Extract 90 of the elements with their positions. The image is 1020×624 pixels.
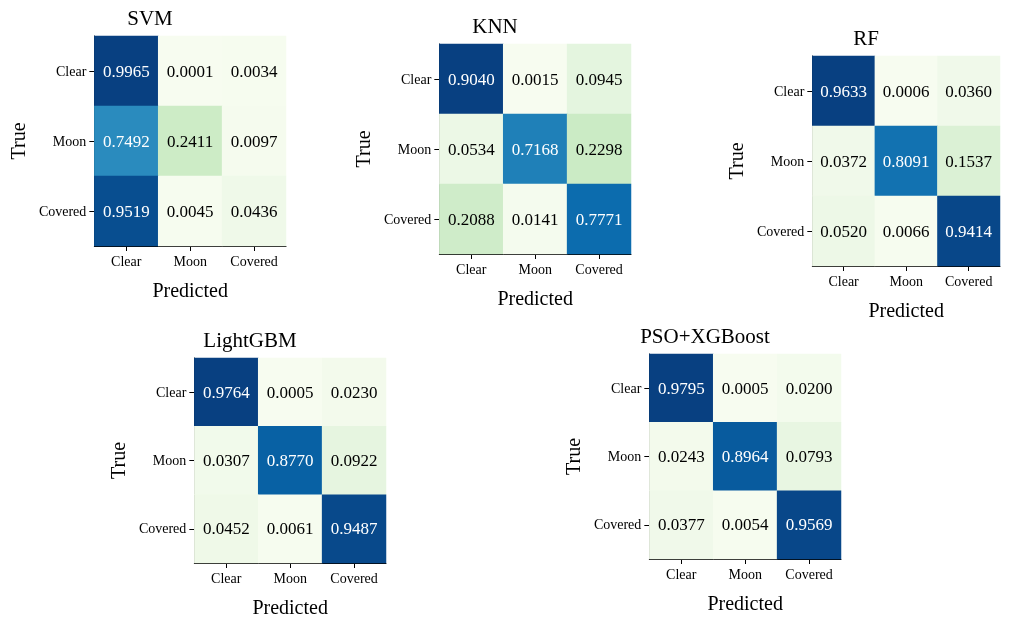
data-label: 0.8770 [266,451,314,470]
data-label: 0.7492 [102,131,150,151]
y-tick-label: Clear [774,83,805,99]
y-tick-label: Moon [770,153,805,169]
data-label: 0.0230 [330,382,378,402]
y-tick-label: Moon [152,453,187,468]
data-label: 0.9414 [945,221,993,241]
y-axis-title: True [562,437,584,476]
data-label: 0.0141 [511,209,559,229]
y-tick-label: Moon [607,449,642,464]
x-tick-label: Covered [785,566,833,582]
data-label: 0.0005 [266,382,314,402]
data-label: 0.0534 [447,139,496,159]
x-tick-label: Moon [889,273,923,289]
data-label: 0.7168 [511,139,559,159]
chart-title: RF [853,25,879,50]
data-label: 0.0005 [721,378,769,398]
data-label: 0.0200 [785,378,833,398]
x-tick-label: Moon [728,566,762,582]
data-label: 0.9569 [785,515,833,535]
data-label: 0.9764 [202,382,251,402]
x-tick-label: Clear [211,570,242,586]
chart-title: SVM [127,5,174,30]
y-axis-title: True [7,122,29,160]
x-tick-label: Clear [828,273,860,289]
y-tick-label: Clear [156,384,187,400]
x-axis-title: Predicted [707,592,783,614]
data-label: 0.0372 [820,151,867,171]
y-tick-label: Moon [52,133,87,149]
y-tick-label: Covered [383,211,432,227]
x-axis-title: Predicted [497,287,573,309]
data-label: 0.2411 [167,131,214,151]
y-tick-label: Covered [138,521,187,537]
y-tick-label: Covered [38,203,87,219]
data-label: 0.0360 [945,81,993,101]
x-tick-label: Clear [456,261,487,277]
data-label: 0.0436 [230,201,278,221]
data-label: 0.0243 [657,447,705,466]
data-label: 0.8091 [882,151,930,171]
chart-title: LightGBM [203,327,297,352]
data-label: 0.0006 [882,81,930,101]
data-label: 0.0377 [657,515,706,535]
chart-title: KNN [472,13,518,38]
x-tick-label: Moon [518,261,552,277]
data-label: 0.0034 [230,61,278,81]
data-label: 0.0045 [166,201,214,221]
x-tick-label: Clear [666,566,697,582]
data-label: 0.9040 [447,69,495,89]
data-label: 0.2088 [447,209,495,229]
y-tick-label: Clear [56,63,87,79]
data-label: 0.0054 [721,515,770,535]
data-label: 0.0307 [202,451,251,470]
data-label: 0.0061 [266,519,314,539]
x-axis-title: Predicted [868,299,944,321]
data-label: 0.9795 [657,378,705,398]
x-tick-label: Covered [330,570,378,586]
y-axis-title: True [725,142,747,180]
data-label: 0.9487 [330,519,378,539]
data-label: 0.0793 [785,447,833,466]
x-axis-title: Predicted [252,596,328,618]
data-label: 0.9519 [102,201,150,221]
x-tick-label: Covered [575,261,623,277]
data-label: 0.9633 [820,81,867,101]
data-label: 0.2298 [575,139,623,159]
data-label: 0.0066 [882,221,930,241]
data-label: 0.0520 [820,221,867,241]
y-tick-label: Covered [593,517,642,533]
data-label: 0.0097 [230,131,278,151]
data-label: 0.0015 [511,69,559,89]
y-tick-label: Covered [756,223,805,239]
x-tick-label: Covered [230,253,278,269]
x-tick-label: Moon [173,253,207,269]
y-axis-title: True [352,130,374,168]
y-tick-label: Moon [397,141,432,157]
data-label: 0.0452 [202,519,250,539]
chart-title: PSO+XGBoost [640,323,771,348]
data-label: 0.7771 [575,209,623,229]
data-label: 0.9965 [102,61,150,81]
y-tick-label: Clear [401,71,432,87]
x-tick-label: Moon [273,570,307,586]
x-tick-label: Covered [945,273,993,289]
x-axis-title: Predicted [152,279,228,301]
data-label: 0.0922 [330,451,378,470]
data-label: 0.1537 [945,151,993,171]
data-label: 0.0945 [575,69,623,89]
data-label: 0.0001 [166,61,214,81]
data-label: 0.8964 [721,447,770,466]
y-axis-title: True [107,441,129,480]
x-tick-label: Clear [111,253,142,269]
y-tick-label: Clear [611,380,642,396]
